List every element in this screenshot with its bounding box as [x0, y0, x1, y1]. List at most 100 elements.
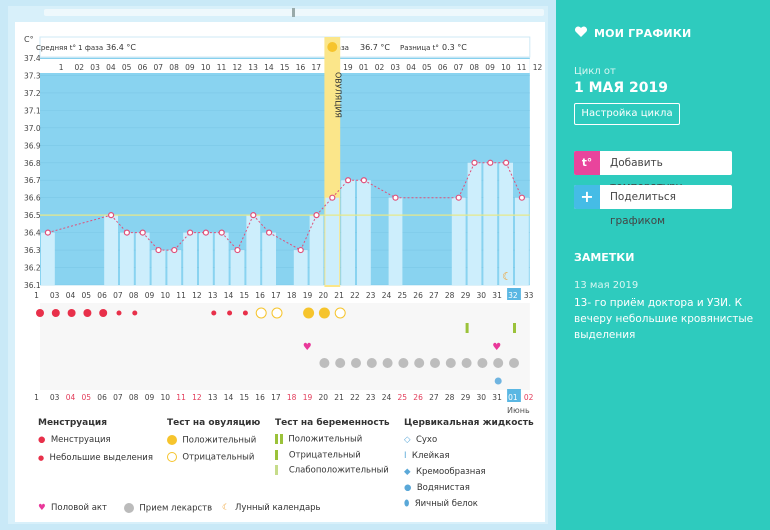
day-number-label: 24 [382, 291, 392, 300]
pill-icon [398, 358, 409, 368]
day-number-label: 13 [208, 291, 218, 300]
bbt-chart: 37.4 37.3 37.2 37.1 37.0 36.9 36.8 36.7 36.6 36.5… [24, 35, 543, 415]
temperature-point [123, 229, 131, 236]
legend-ovulation-test: Тест на овуляцию Положительный Отрицател… [167, 418, 260, 462]
menstruation-drop [67, 309, 76, 317]
temperature-bar [214, 232, 229, 285]
y-tick-label: 36.1 [24, 281, 41, 290]
legend-label: Прием лекарств [139, 503, 213, 514]
scrollbar-handle[interactable] [292, 8, 295, 17]
temperature-bar [325, 197, 340, 285]
y-axis-label: C° [24, 35, 34, 44]
note-date: 13 мая 2019 [574, 280, 639, 291]
pill-icon [509, 358, 519, 368]
cycle-from-label: Цикл от [574, 66, 616, 77]
temperature-bar [388, 197, 403, 285]
temperature-point [392, 194, 399, 201]
pill-icon [445, 358, 456, 368]
menstruation-drop [36, 309, 44, 317]
cycle-day-label: 11 [217, 63, 227, 72]
temperature-bar [483, 162, 498, 285]
diff-label: Разница t° [400, 44, 439, 52]
temperature-point [155, 246, 162, 254]
notes-title: ЗАМЕТКИ [574, 251, 635, 264]
temperature-bar [246, 215, 261, 285]
pill-icon [319, 358, 330, 368]
legend-label: Водянистая [416, 483, 470, 493]
cycle-day-label: 12 [533, 63, 543, 72]
calendar-date-label: 02 [524, 393, 534, 402]
phase2-value: 36.7 °C [360, 43, 390, 52]
temperature-point [455, 194, 462, 201]
positive-circle-icon [167, 435, 177, 445]
calendar-date-label: 27 [429, 393, 439, 402]
cycle-day-label: 02 [75, 63, 85, 72]
temperature-bar [357, 180, 371, 285]
diff-value: 0.3 °C [442, 43, 467, 52]
cycle-day-label: 14 [264, 63, 274, 72]
calendar-date-label: 08 [129, 393, 139, 402]
legend-label: Положительный [288, 434, 363, 445]
cycle-day-label: 04 [106, 63, 116, 72]
cycle-day-label: 05 [422, 63, 432, 72]
day-number-label: 23 [366, 291, 376, 300]
temperature-bar [135, 232, 150, 285]
calendar-date-label: 24 [382, 393, 392, 402]
menstruation-drop [99, 309, 108, 317]
share-chart-button[interactable]: + Поделиться графиком [574, 185, 732, 227]
my-charts-link[interactable]: МОИ ГРАФИКИ [594, 27, 692, 40]
egg-white-icon: ⬮ [404, 499, 410, 509]
heart-icon: ♥ [303, 342, 312, 353]
calendar-date-label: 23 [366, 393, 376, 402]
cycle-day-label: 19 [343, 63, 353, 72]
calendar-date-label: 21 [334, 393, 344, 402]
temperature-bar [515, 197, 529, 285]
y-tick-label: 36.2 [24, 264, 41, 273]
watery-icon: ● [404, 483, 412, 493]
day-number-label: 03 [50, 291, 60, 300]
add-temperature-button[interactable]: t° Добавить температуру [574, 151, 732, 193]
legend-sex: ♥ Половой акт [38, 503, 107, 513]
calendar-date-label: 07 [113, 393, 123, 402]
day-number-label: 25 [398, 291, 408, 300]
temperature-point [487, 159, 494, 166]
calendar-date-label: 06 [97, 393, 107, 402]
temperature-point [266, 229, 273, 236]
temperature-bar [104, 215, 118, 285]
calendar-date-label: 12 [192, 393, 202, 402]
cycle-settings-button[interactable]: Настройка цикла [574, 103, 680, 125]
pill-icon [124, 503, 134, 513]
calendar-date-label: 03 [50, 393, 60, 402]
heart-icon: ♥ [38, 503, 46, 513]
legend-pregnancy-test: Тест на беременность Положительный Отриц… [275, 418, 390, 476]
dry-icon: ◇ [404, 435, 411, 445]
day-number-label: 29 [461, 291, 471, 300]
calendar-row [40, 390, 530, 404]
calendar-date-label: 20 [319, 393, 329, 402]
pill-icon [366, 358, 377, 368]
cycle-day-row [40, 59, 530, 73]
day-number-label: 10 [161, 291, 171, 300]
day-number-label: 21 [334, 291, 344, 300]
y-tick-label: 36.6 [24, 194, 41, 203]
temperature-point [313, 212, 320, 219]
temperature-point [503, 159, 510, 166]
day-number-row [40, 287, 530, 301]
small-drop-icon: ● [38, 454, 45, 462]
calendar-date-label: 01 [508, 393, 518, 402]
legend-label: Слабоположительный [288, 465, 389, 476]
pill-icon [493, 358, 504, 368]
cycle-day-label: 03 [391, 63, 401, 72]
calendar-date-label: 15 [240, 393, 250, 402]
temperature-bar [467, 162, 482, 285]
day-number-label: 20 [319, 291, 329, 300]
legend-label: Клейкая [411, 451, 450, 461]
cycle-day-label: 07 [154, 63, 164, 72]
day-number-label: 28 [445, 291, 455, 300]
calendar-date-label: 28 [445, 393, 455, 402]
temperature-point [107, 212, 115, 219]
temperature-bar [167, 250, 182, 285]
temperature-point [44, 229, 52, 236]
pill-icon [335, 358, 346, 368]
cycle-day-label: 05 [122, 63, 132, 72]
